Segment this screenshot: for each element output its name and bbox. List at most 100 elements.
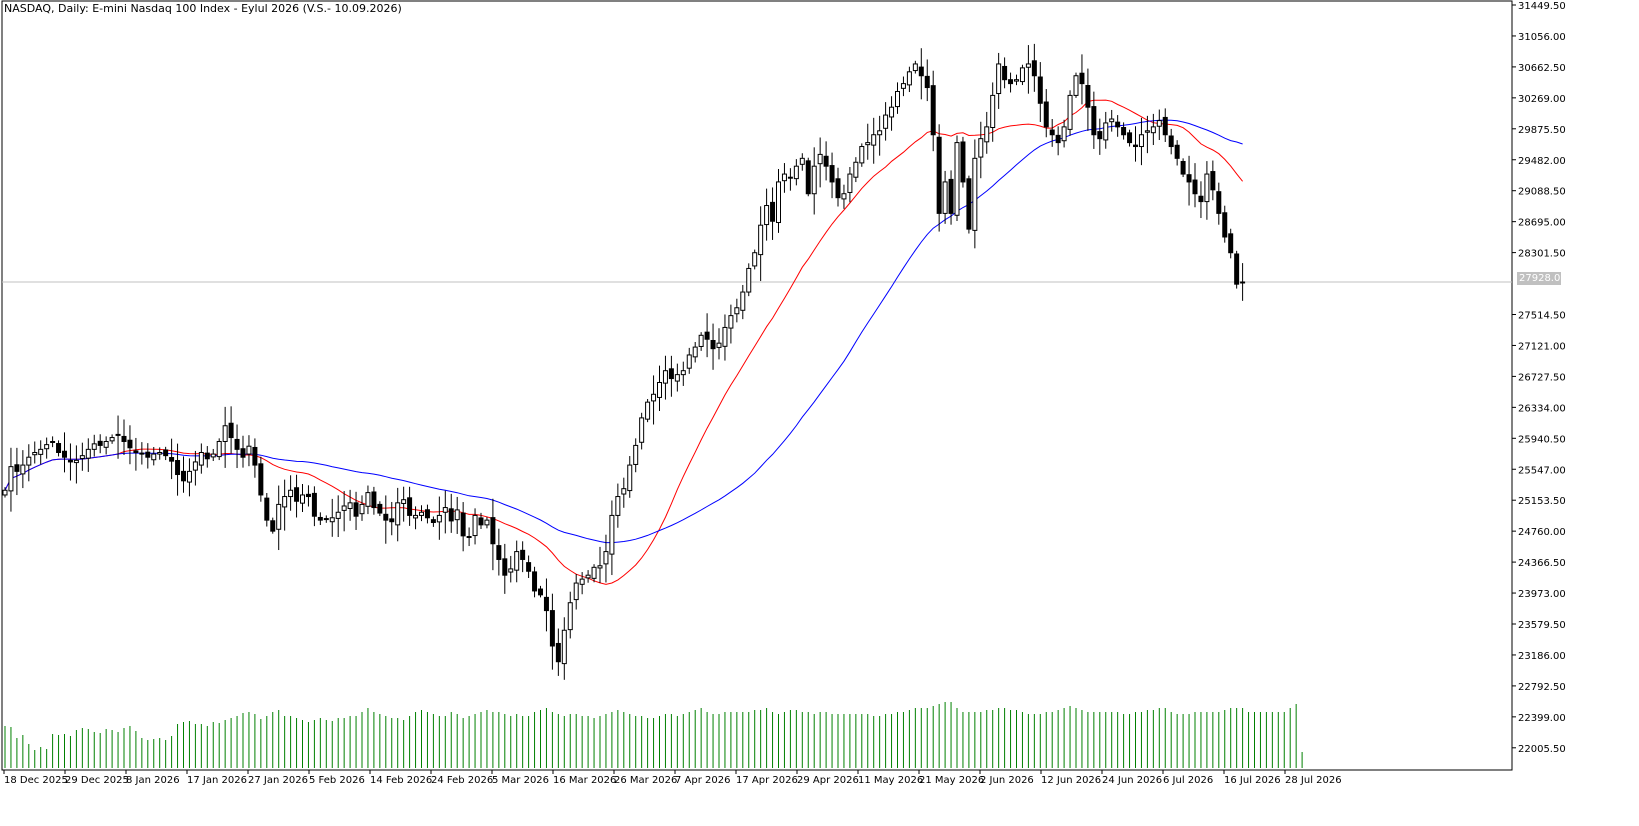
- candle-body: [484, 519, 490, 526]
- candle-body: [889, 106, 895, 118]
- candle-body: [728, 315, 734, 329]
- candle-body: [966, 178, 972, 230]
- candle-body: [1228, 233, 1234, 254]
- x-tick-label: 17 Jan 2026: [187, 775, 247, 786]
- plot-frame: [1, 0, 1513, 771]
- candle-body: [282, 496, 288, 508]
- candle-body: [1222, 212, 1228, 238]
- candle-body: [317, 516, 323, 521]
- candle-body: [573, 582, 579, 601]
- candle-body: [478, 517, 484, 526]
- candle-body: [300, 494, 305, 504]
- candle-body: [1008, 79, 1014, 85]
- candle-body: [419, 511, 424, 516]
- candle-body: [591, 566, 597, 579]
- candle-body: [859, 146, 865, 164]
- x-tick-label: 28 Jul 2026: [1285, 775, 1342, 786]
- candle-body: [216, 440, 222, 458]
- y-tick-label: 26334.00: [1518, 403, 1566, 414]
- candle-body: [514, 551, 520, 571]
- candle-body: [1097, 131, 1103, 140]
- x-tick-label: 5 Feb 2026: [309, 775, 365, 786]
- candle-body: [579, 578, 585, 585]
- candle-body: [1121, 127, 1127, 136]
- candle-body: [252, 446, 258, 466]
- candle-body: [1043, 101, 1049, 128]
- candle-body: [305, 493, 311, 498]
- candle-body: [56, 443, 62, 453]
- candle-body: [900, 83, 906, 89]
- y-tick-label: 30662.50: [1518, 63, 1566, 74]
- candle-body: [1216, 191, 1222, 214]
- candle-body: [990, 94, 996, 129]
- candle-body: [270, 520, 276, 532]
- y-tick-label: 29088.50: [1518, 187, 1566, 198]
- candle-body: [609, 514, 615, 555]
- candle-body: [835, 178, 841, 199]
- candle-body: [502, 558, 508, 576]
- x-tick-label: 5 Mar 2026: [492, 775, 549, 786]
- candle-body: [264, 497, 270, 521]
- candle-body: [151, 453, 157, 461]
- candle-body: [79, 455, 85, 459]
- candle-body: [38, 448, 44, 455]
- candle-body: [192, 461, 198, 471]
- candle-body: [240, 448, 246, 458]
- candle-body: [347, 502, 353, 509]
- y-tick-label: 25940.50: [1518, 434, 1566, 445]
- candle-body: [234, 438, 240, 450]
- candle-body: [662, 370, 668, 384]
- candle-body: [258, 463, 264, 496]
- candle-body: [472, 514, 478, 537]
- candle-body: [335, 511, 341, 519]
- candle-body: [323, 518, 329, 521]
- y-tick-label: 23186.00: [1518, 651, 1566, 662]
- candle-body: [555, 642, 561, 663]
- candle-body: [877, 130, 883, 136]
- candle-body: [1133, 144, 1138, 148]
- candle-body: [1067, 94, 1073, 130]
- candle-body: [97, 440, 103, 446]
- candle-body: [1192, 179, 1198, 195]
- candle-body: [633, 444, 639, 465]
- y-tick-label: 24366.50: [1518, 558, 1566, 569]
- candle-body: [805, 160, 811, 195]
- candle-body: [115, 433, 121, 436]
- candle-body: [204, 452, 210, 460]
- candle-body: [526, 562, 532, 572]
- candle-body: [85, 448, 91, 459]
- candle-body: [1002, 65, 1008, 81]
- x-tick-label: 17 Apr 2026: [736, 775, 798, 786]
- candle-body: [8, 466, 14, 492]
- x-tick-label: 2 Jun 2026: [980, 775, 1034, 786]
- y-tick-label: 31056.00: [1518, 32, 1566, 43]
- candle-body: [1144, 130, 1150, 133]
- y-tick-label: 26727.50: [1518, 372, 1566, 383]
- candle-body: [865, 142, 871, 146]
- candle-body: [246, 445, 252, 455]
- y-tick-label: 29875.50: [1518, 125, 1566, 136]
- candle-body: [853, 161, 859, 178]
- x-tick-label: 18 Dec 2025: [4, 775, 68, 786]
- candle-body: [692, 346, 698, 358]
- candle-body: [175, 460, 181, 476]
- candle-body: [157, 451, 163, 455]
- candle-body: [746, 267, 752, 293]
- candle-body: [996, 63, 1002, 95]
- candle-body: [169, 457, 175, 462]
- candle-body: [627, 464, 633, 492]
- candle-body: [740, 291, 746, 311]
- candle-body: [103, 440, 109, 448]
- candle-body: [674, 374, 680, 382]
- candle-body: [430, 519, 436, 523]
- candle-body: [389, 518, 395, 523]
- candle-body: [353, 502, 359, 517]
- candle-body: [186, 470, 192, 483]
- candle-body: [1138, 134, 1144, 148]
- candle-body: [520, 549, 526, 560]
- candle-body: [32, 451, 38, 456]
- candle-body: [1031, 60, 1037, 77]
- candle-body: [1150, 126, 1156, 134]
- candle-body: [1061, 126, 1067, 142]
